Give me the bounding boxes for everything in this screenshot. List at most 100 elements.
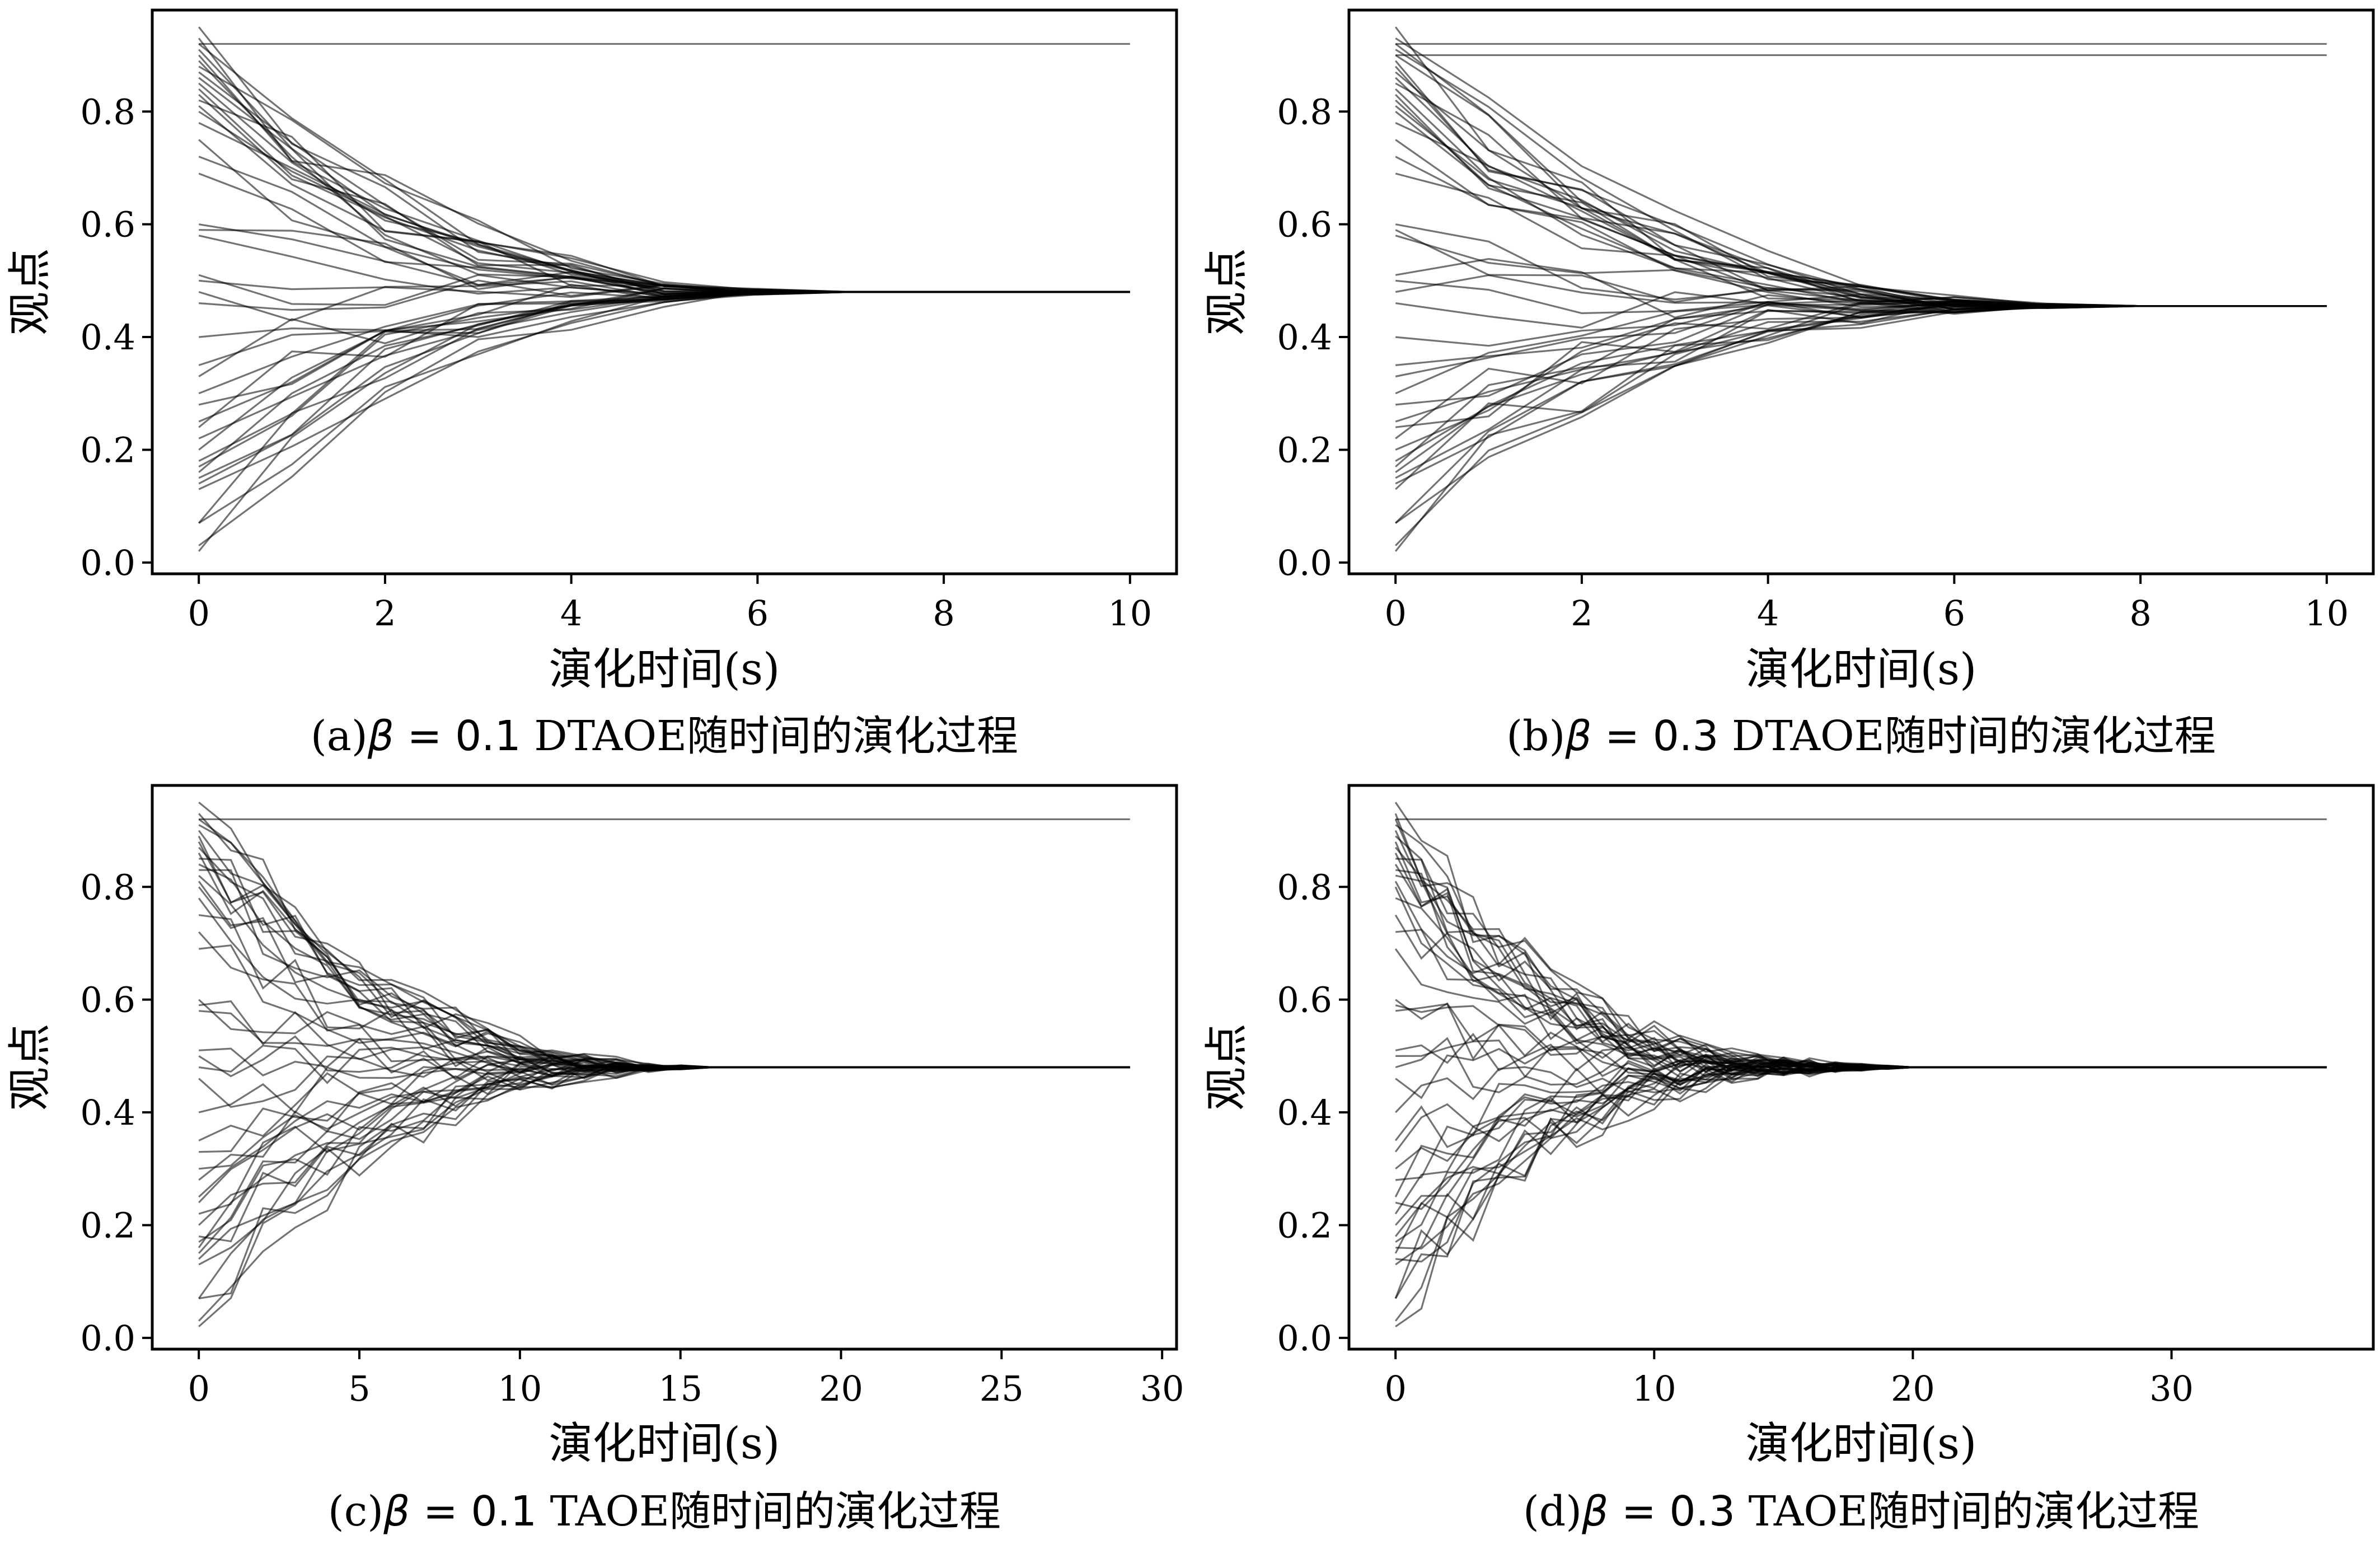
y-tick-label: 0.6 [1277,204,1332,245]
opinion-line [1395,121,2327,309]
caption-beta-value: 0.3 [1653,712,1719,760]
x-axis-label: 演化时间(s) [1746,644,1977,695]
opinion-line [1394,818,2327,1074]
y-tick-label: 0.4 [1277,317,1332,358]
opinion-line [1395,303,2327,490]
opinion-line [198,290,1130,552]
caption-beta-eq: = [394,712,455,760]
opinion-line [198,156,1130,293]
caption-beta-value: 0.3 [1669,1487,1735,1536]
opinion-line [198,291,1130,439]
opinion-line [1395,1061,2327,1328]
y-tick-label: 0.4 [80,1092,135,1133]
opinion-line [198,801,1130,1072]
panel-caption: (d)β = 0.3 TAOE随时间的演化过程 [1523,1487,2199,1536]
x-tick-label: 6 [1943,593,1965,634]
opinion-line [1394,305,2327,552]
caption-suffix: TAOE随时间的演化过程 [1735,1487,2199,1536]
x-tick-label: 5 [348,1368,370,1409]
x-tick-label: 15 [658,1368,702,1409]
y-axis-ticks: 0.0 0.2 0.4 0.6 0.8 [1277,867,1349,1359]
y-tick-label: 0.0 [1277,542,1332,583]
caption-beta-symbol: β [367,712,394,760]
opinion-line [1395,88,2327,307]
y-tick-label: 0.0 [80,542,135,583]
opinion-line [1394,1066,2327,1299]
x-tick-label: 20 [1891,1368,1935,1409]
y-tick-label: 0.6 [80,204,135,245]
opinion-line [198,105,1130,294]
x-tick-label: 10 [1632,1368,1676,1409]
y-axis-label: 观点 [5,1023,55,1111]
opinion-line [1395,1047,2327,1099]
caption-prefix: (c) [328,1487,383,1536]
x-tick-label: 4 [560,593,582,634]
panel-c: 0 5 10 15 20 25 30 0.00.20.40.60.8 演化时间(s) 观点 … [5,784,1184,1536]
opinion-line [1395,1062,2327,1181]
x-tick-label: 6 [747,593,769,634]
panel-d: 0 10 20 30 0.0 0.2 0.4 0.6 0.8 演化时间(s) 观点 (d)β … [1202,784,2375,1536]
opinion-line [198,1064,1130,1243]
x-tick-label: 25 [980,1368,1024,1409]
opinion-line [199,1060,1130,1153]
opinion-line [198,288,1130,473]
opinion-line [198,110,1130,293]
series-lines [1394,26,2327,552]
opinion-line [1395,824,2327,1073]
y-axis-label: 观点 [5,248,55,335]
opinion-line [198,291,1130,428]
y-axis-label: 观点 [1202,248,1252,335]
x-tick-label: 2 [1571,593,1592,634]
opinion-line [199,869,1130,1069]
caption-suffix: TAOE随时间的演化过程 [537,1487,1001,1536]
opinion-line [1395,43,2327,307]
opinion-line [198,1065,1130,1260]
opinion-line [198,818,1130,1070]
opinion-line [1394,1063,2327,1237]
opinion-line [1395,303,2327,474]
x-axis-label: 演化时间(s) [549,1419,780,1469]
opinion-line [199,1000,1130,1074]
y-tick-label: 0.8 [1277,91,1332,132]
x-tick-label: 20 [819,1368,863,1409]
opinion-line [198,1063,1130,1181]
opinion-line [198,1061,1130,1141]
caption-beta-eq: = [410,1487,471,1536]
opinion-line [1395,111,2327,307]
opinion-line [1395,1065,2327,1266]
opinion-line [198,1045,1130,1084]
y-axis-ticks: 0.0 0.2 0.4 0.6 0.8 [80,867,152,1359]
opinion-line [198,1066,1130,1299]
opinion-line [198,291,1130,524]
x-tick-label: 4 [1757,593,1779,634]
opinion-line [198,1066,1130,1327]
y-tick-label: 0.0 [1277,1318,1332,1359]
series-lines [198,26,1130,552]
opinion-line [1394,1062,2327,1299]
opinion-line [1395,303,2327,485]
opinion-line [198,82,1130,293]
y-tick-label: 0.6 [80,980,135,1021]
opinion-line [1395,303,2327,479]
series-lines [1394,802,2327,1328]
opinion-line [198,139,1130,295]
opinion-line [1395,1004,2327,1073]
opinion-line [199,1062,1130,1170]
caption-suffix: DTAOE随时间的演化过程 [521,712,1018,760]
opinion-line [198,1066,1130,1322]
x-tick-label: 30 [2149,1368,2194,1409]
panel-caption: (c)β = 0.1 TAOE随时间的演化过程 [328,1487,1001,1536]
opinion-line [1395,869,2327,1074]
x-tick-label: 2 [374,593,396,634]
x-axis-ticks: 0 2 4 6 8 10 [1384,574,2349,634]
opinion-line [198,49,1130,294]
caption-prefix: (d) [1523,1487,1582,1536]
opinion-line [198,1064,1130,1198]
caption-beta-value: 0.1 [471,1487,537,1536]
x-tick-label: 0 [1384,593,1406,634]
y-axis-ticks: 0.0 0.2 0.4 0.6 0.8 [80,91,152,583]
x-tick-label: 10 [1108,593,1152,634]
opinion-line [1394,1059,2327,1197]
y-tick-label: 0.8 [80,91,135,132]
